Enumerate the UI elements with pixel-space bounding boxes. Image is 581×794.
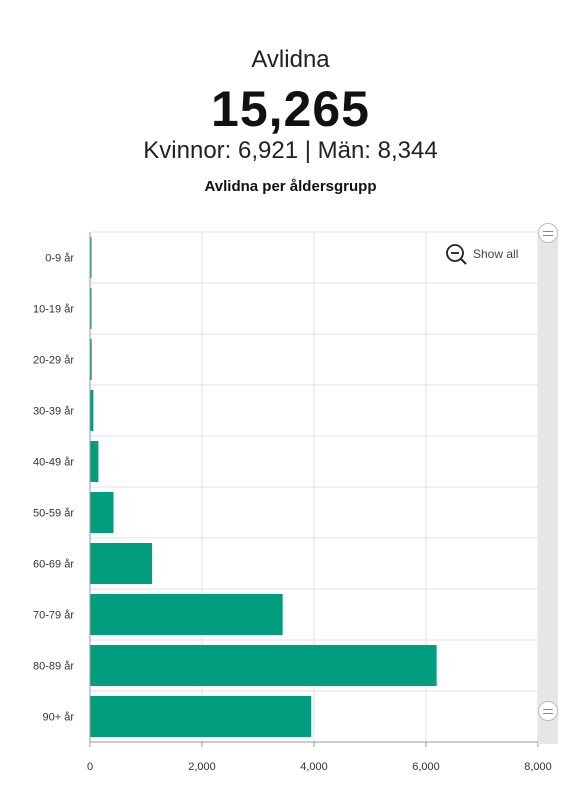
show-all-button[interactable]: Show all — [445, 243, 518, 265]
bar — [90, 288, 92, 329]
chart-bars — [90, 237, 437, 737]
bar — [90, 237, 92, 278]
y-tick-label: 50-59 år — [33, 508, 74, 520]
grip-icon — [543, 230, 553, 236]
grip-icon — [543, 708, 553, 714]
bar — [90, 492, 114, 533]
scrollbar-top-handle[interactable] — [538, 223, 558, 243]
zoom-out-icon — [446, 244, 467, 265]
bar — [90, 696, 312, 737]
total-deaths-value: 15,265 — [211, 81, 370, 137]
chart-scrollbar[interactable] — [538, 223, 558, 744]
chart-axes: 0-9 år 10-19 år 20-29 år 30-39 år 40-49 år 50… — [33, 232, 552, 773]
x-tick-label: 8,000 — [524, 761, 552, 773]
x-tick-label: 6,000 — [412, 761, 440, 773]
y-tick-label: 40-49 år — [33, 457, 74, 469]
bar — [90, 390, 94, 431]
bar — [90, 645, 437, 686]
summary-title: Avlidna — [251, 46, 330, 73]
y-tick-label: 0-9 år — [45, 253, 74, 265]
y-tick-label: 70-79 år — [33, 610, 74, 622]
scrollbar-bottom-handle[interactable] — [538, 701, 558, 721]
show-all-label: Show all — [473, 247, 519, 261]
bar — [90, 594, 283, 635]
y-tick-label: 10-19 år — [33, 304, 74, 316]
x-tick-label: 4,000 — [300, 761, 328, 773]
bar — [90, 339, 92, 380]
y-tick-label: 80-89 år — [33, 661, 74, 673]
x-tick-label: 0 — [87, 761, 93, 773]
bar — [90, 441, 99, 482]
chart-title: Avlidna per åldersgrupp — [204, 178, 377, 195]
y-tick-label: 90+ år — [43, 712, 75, 724]
x-tick-label: 2,000 — [188, 761, 216, 773]
bar — [90, 543, 153, 584]
y-tick-label: 30-39 år — [33, 406, 74, 418]
y-tick-label: 20-29 år — [33, 355, 74, 367]
gender-split-text: Kvinnor: 6,921 | Män: 8,344 — [143, 137, 438, 164]
y-tick-label: 60-69 år — [33, 559, 74, 571]
